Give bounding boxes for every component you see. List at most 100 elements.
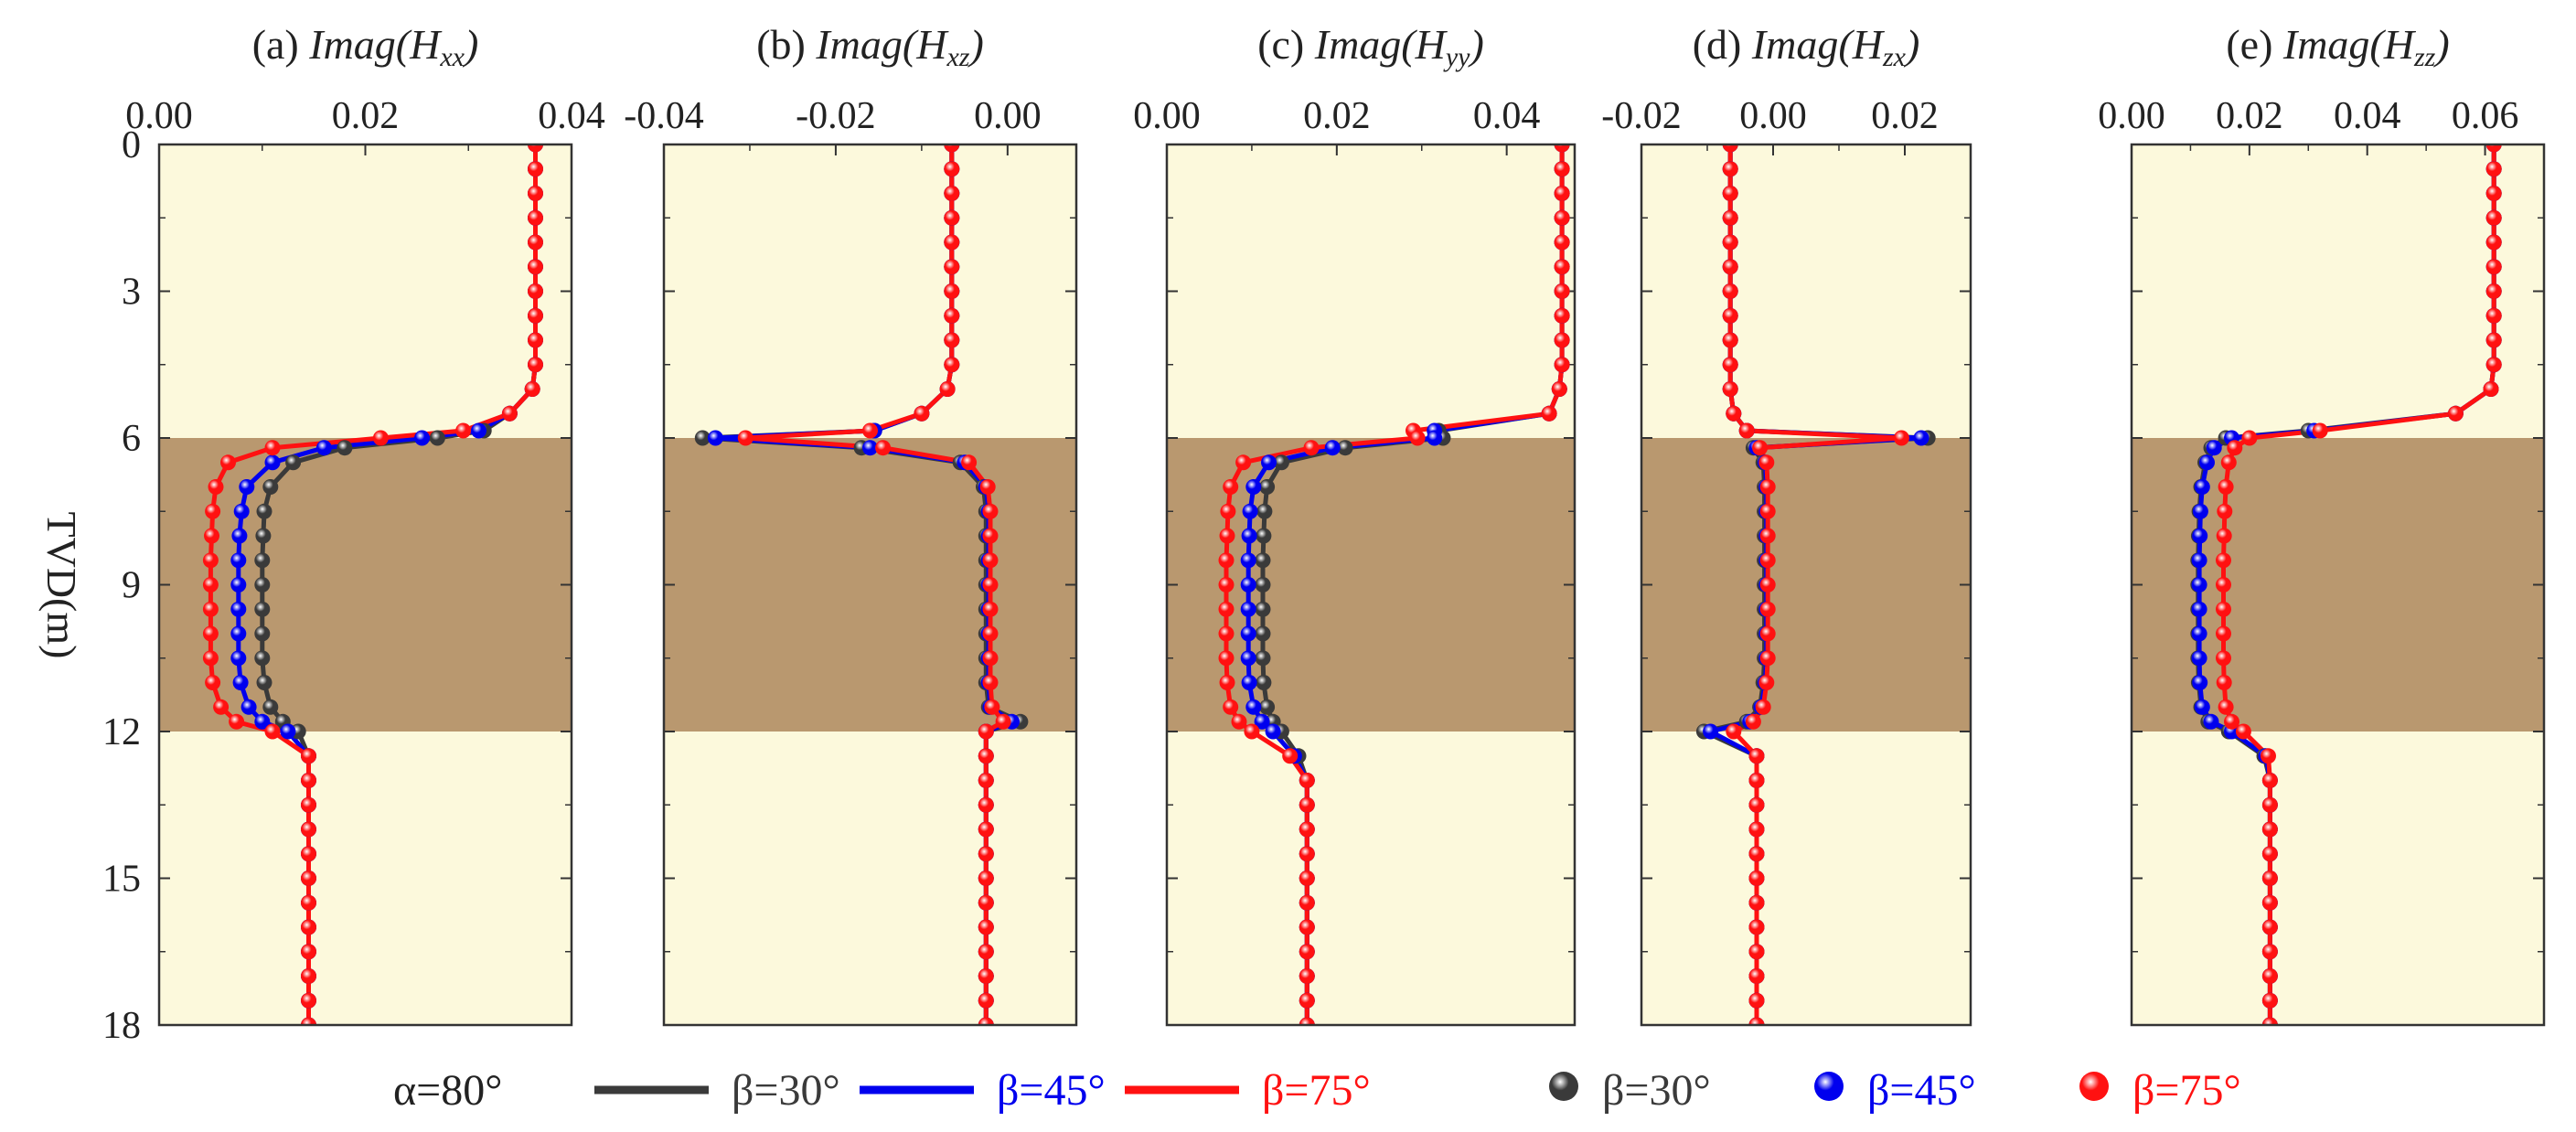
data-point-beta75: [982, 601, 999, 617]
data-point-beta75: [1303, 440, 1320, 456]
data-point-beta75: [939, 381, 956, 397]
data-point-beta75: [982, 675, 999, 690]
data-point-beta75: [1722, 307, 1738, 324]
series-line-beta75: [1224, 144, 1565, 1025]
data-point-beta75: [2261, 846, 2278, 862]
data-point-beta75: [1218, 625, 1235, 642]
panel-title: (b) Imag(Hxz): [756, 21, 984, 72]
data-point-beta30: [285, 454, 302, 471]
data-point-beta75: [202, 601, 219, 617]
data-point-beta75: [1554, 307, 1570, 324]
data-point-beta75: [2261, 919, 2278, 935]
data-point-beta75: [1748, 968, 1765, 984]
y-tick-label: 15: [102, 859, 141, 901]
legend-label: β=45°: [1867, 1066, 1976, 1115]
data-point-beta75: [2485, 161, 2502, 177]
x-tick-label: -0.02: [796, 95, 876, 137]
data-point-beta75: [2261, 944, 2278, 960]
data-point-beta45: [1240, 650, 1256, 667]
data-point-beta75: [979, 479, 996, 495]
data-point-beta75: [1541, 405, 1557, 422]
data-point-beta45: [2192, 528, 2208, 544]
data-point-beta75: [1299, 796, 1315, 813]
data-point-beta75: [1748, 1017, 1765, 1025]
plot-frame: [157, 143, 573, 1027]
data-point-beta75: [1223, 479, 1239, 495]
data-point-beta75: [2218, 479, 2234, 495]
data-point-beta75: [978, 773, 994, 788]
data-point-beta75: [1235, 454, 1252, 471]
data-point-beta75: [1299, 919, 1315, 935]
outer-layer-bottom: [2132, 732, 2544, 1025]
data-point-beta45: [2191, 577, 2207, 593]
data-point-beta30: [1255, 552, 1271, 569]
target-layer: [664, 438, 1076, 732]
x-tick-label: 0.02: [2216, 95, 2283, 137]
data-point-beta75: [2261, 992, 2278, 1009]
data-point-beta45: [1703, 723, 1719, 740]
legend-label: β=75°: [1262, 1066, 1371, 1115]
data-point-beta75: [944, 144, 960, 153]
data-point-beta75: [528, 144, 543, 153]
data-point-beta75: [1299, 846, 1315, 862]
data-point-beta75: [1299, 1017, 1315, 1025]
data-point-beta75: [1759, 625, 1776, 642]
data-point-beta75: [1759, 577, 1776, 593]
data-point-beta45: [2206, 440, 2222, 456]
legend-label: β=75°: [2132, 1066, 2241, 1115]
data-point-beta75: [220, 454, 236, 471]
data-point-beta75: [984, 699, 1000, 715]
data-point-beta45: [1245, 699, 1262, 715]
y-tick-label: 0: [122, 124, 141, 166]
data-point-beta30: [254, 650, 271, 667]
data-point-beta30: [1255, 577, 1271, 593]
data-point-beta75: [2447, 405, 2464, 422]
outer-layer-bottom: [1641, 732, 1971, 1025]
legend-marker-swatch: [1549, 1072, 1578, 1101]
data-point-beta30: [694, 430, 711, 446]
data-point-beta75: [1759, 479, 1776, 495]
data-point-beta75: [1722, 161, 1738, 177]
data-point-beta75: [2261, 796, 2278, 813]
data-point-beta45: [264, 454, 281, 471]
data-point-beta75: [1758, 454, 1775, 471]
x-tick-label: 0.00: [125, 95, 193, 137]
data-point-beta75: [978, 944, 994, 960]
data-point-beta45: [2191, 625, 2207, 642]
data-point-beta45: [1245, 479, 1262, 495]
data-point-beta75: [372, 430, 389, 446]
panel-title: (e) Imag(Hzz): [2226, 21, 2449, 72]
data-point-beta75: [982, 625, 999, 642]
data-point-beta75: [914, 405, 930, 422]
data-point-beta75: [2241, 430, 2258, 446]
data-point-beta75: [1752, 440, 1769, 456]
data-point-beta75: [1218, 601, 1235, 617]
data-point-beta45: [231, 528, 248, 544]
x-tick-label: 0.04: [538, 95, 605, 137]
data-point-beta75: [1748, 748, 1765, 764]
data-point-beta45: [2203, 713, 2219, 730]
y-tick-label: 12: [102, 711, 141, 753]
data-point-beta45: [230, 577, 247, 593]
data-point-beta30: [254, 577, 271, 593]
data-point-beta75: [1282, 748, 1299, 764]
data-point-beta75: [301, 796, 316, 813]
x-tick-label: -0.04: [624, 95, 704, 137]
data-point-beta45: [1913, 430, 1929, 446]
data-point-beta45: [2194, 479, 2210, 495]
data-point-beta75: [1554, 332, 1570, 348]
panel-title: (d) Imag(Hzx): [1693, 21, 1920, 72]
legend-label: β=30°: [732, 1066, 840, 1115]
data-point-beta75: [1218, 577, 1235, 593]
data-point-beta75: [213, 699, 230, 715]
panel-c: 0.00 0.02 0.04 (c) Imag(Hyy): [1133, 21, 1577, 1027]
data-point-beta75: [1299, 773, 1315, 788]
data-point-beta45: [315, 440, 332, 456]
data-point-beta30: [255, 528, 272, 544]
data-point-beta75: [978, 723, 994, 740]
plot-frame: [2130, 143, 2546, 1027]
data-point-beta75: [455, 422, 472, 439]
x-tick-label: 0.06: [2452, 95, 2519, 137]
data-point-beta75: [2216, 625, 2231, 642]
data-point-beta75: [1755, 699, 1771, 715]
